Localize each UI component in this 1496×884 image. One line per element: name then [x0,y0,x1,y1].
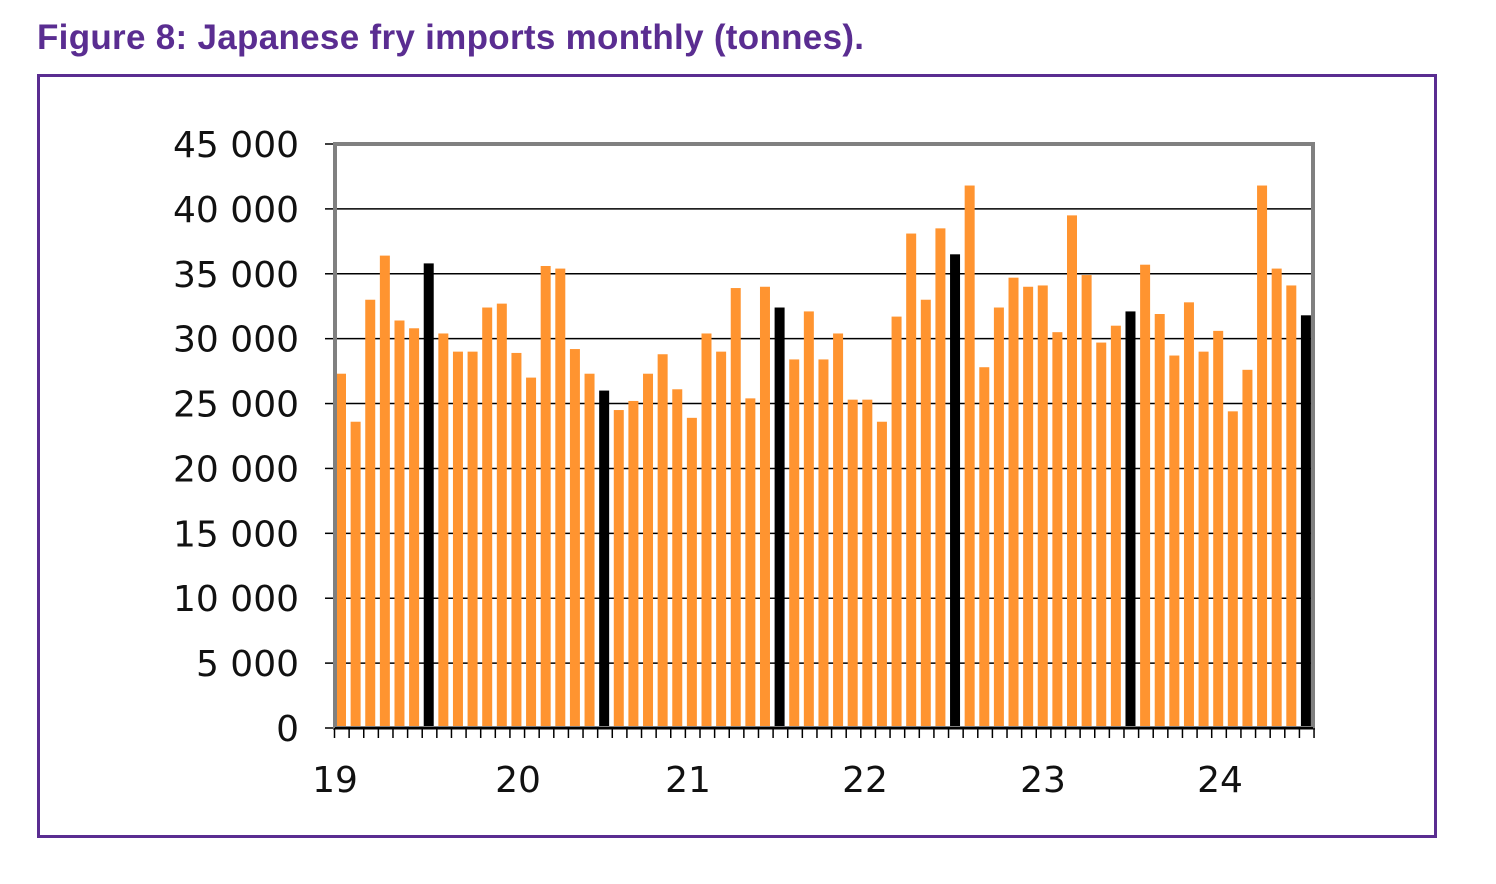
y-tick-label: 5 000 [196,644,299,685]
bar [759,286,770,728]
bar [613,410,624,728]
bar [628,400,639,728]
bar [1110,325,1121,728]
bar [482,307,493,728]
bar [803,311,814,728]
bar [379,255,390,728]
bar [511,352,522,728]
bar [993,307,1004,728]
bar [701,333,712,728]
bar [1052,332,1063,728]
bar [833,333,844,728]
bar [1300,315,1311,728]
bar [394,320,405,728]
y-tick-label: 25 000 [173,385,299,426]
bar [1023,286,1034,728]
bar [1081,275,1092,728]
bar [1154,314,1165,728]
bar [730,288,741,728]
bar [745,398,756,728]
y-tick-label: 10 000 [173,579,299,620]
bar [1140,264,1151,728]
bar [1096,342,1107,728]
bar [365,299,376,728]
bar [789,359,800,728]
bar [686,417,697,728]
bar [1271,268,1282,728]
bar [862,399,873,728]
y-tick-label: 30 000 [173,320,299,361]
bar [979,367,990,728]
bar [891,316,902,728]
y-tick-label: 35 000 [173,255,299,296]
bar [1037,285,1048,728]
x-tick-label: 19 [312,760,358,801]
bar [818,359,829,728]
bar [1213,330,1224,728]
bar [906,233,917,728]
bar [920,299,931,728]
x-tick-label: 24 [1197,760,1243,801]
bar [438,333,449,728]
bar [1242,369,1253,728]
y-tick-label: 15 000 [173,514,299,555]
bar [526,377,537,728]
bar [555,268,566,728]
bar [350,421,361,728]
x-tick-label: 20 [495,760,541,801]
x-tick-label: 22 [842,760,888,801]
bar [774,307,785,728]
bar [672,389,683,728]
bar [1198,351,1209,728]
bar [1067,215,1077,728]
y-tick-label: 20 000 [173,449,299,490]
bar [496,303,507,728]
bar [1227,411,1238,728]
bar [409,328,420,728]
bar [336,373,346,728]
bar [1257,185,1268,729]
bar [950,254,961,729]
y-tick-label: 45 000 [173,125,299,166]
bar [643,373,654,728]
bar [1183,302,1194,728]
bar [1125,311,1136,728]
bar [540,265,551,728]
bar [467,351,478,728]
y-tick-label: 40 000 [173,190,299,231]
bar [847,399,858,728]
y-tick-label: 0 [276,709,299,750]
bar [1169,355,1180,728]
x-tick-label: 23 [1020,760,1066,801]
bar [584,373,595,728]
bar [657,354,668,728]
x-tick-label: 21 [665,760,711,801]
bar [423,263,434,728]
bar [569,349,580,728]
bar [876,421,887,728]
chart-frame [37,74,1437,838]
bar [1286,285,1297,728]
bar [1008,277,1019,728]
bar [716,351,727,728]
bar [935,228,946,728]
bar [964,185,975,729]
bar [599,390,610,728]
figure-title: Figure 8: Japanese fry imports monthly (… [37,18,865,57]
bar [452,351,463,728]
